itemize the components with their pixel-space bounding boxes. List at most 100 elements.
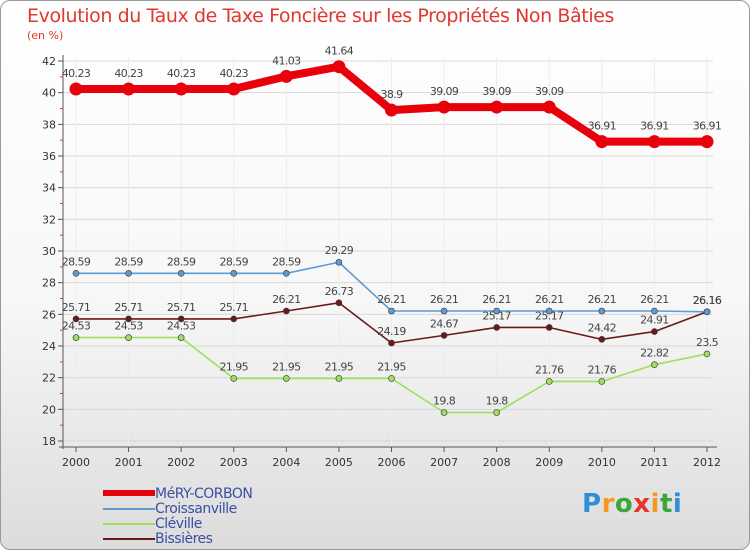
y-tick-label: 22	[42, 372, 56, 385]
data-label: 24.67	[430, 317, 459, 330]
data-point	[177, 334, 185, 341]
data-label: 19.8	[486, 395, 509, 408]
data-point	[177, 270, 185, 277]
data-label: 28.59	[114, 255, 143, 268]
data-point	[651, 328, 658, 335]
x-tick-label: 2007	[430, 456, 458, 469]
data-point	[440, 307, 448, 315]
data-label: 28.59	[167, 255, 196, 268]
data-point	[700, 135, 714, 149]
data-label: 21.76	[588, 363, 617, 376]
legend-swatch	[103, 538, 155, 540]
legend-label: MéRY-CORBON	[155, 486, 253, 502]
data-point	[595, 135, 609, 149]
data-point	[703, 350, 711, 358]
data-label: 24.42	[588, 321, 617, 334]
x-tick-label: 2010	[588, 456, 616, 469]
y-tick-label: 40	[42, 87, 56, 100]
data-label: 26.21	[430, 293, 459, 306]
data-label: 26.16	[693, 294, 722, 307]
data-point	[437, 100, 451, 114]
data-point	[542, 100, 556, 114]
data-point	[122, 82, 136, 96]
data-point	[388, 339, 395, 347]
y-tick-label: 20	[42, 403, 56, 416]
data-point	[332, 60, 346, 74]
data-point	[335, 258, 343, 266]
chart-title: Evolution du Taux de Taxe Foncière sur l…	[27, 5, 615, 27]
y-tick-label: 32	[42, 213, 56, 226]
legend-swatch	[103, 523, 155, 525]
legend-swatch	[103, 508, 155, 510]
data-label: 28.59	[220, 255, 249, 268]
data-label: 40.23	[220, 67, 249, 80]
data-label: 21.95	[272, 360, 301, 373]
data-point	[493, 324, 500, 331]
logo-letter: x	[633, 489, 651, 519]
data-point	[703, 308, 711, 316]
data-point	[598, 336, 606, 343]
data-label: 24.53	[62, 320, 91, 333]
data-label: 24.53	[167, 320, 196, 333]
data-point	[651, 307, 658, 315]
x-tick-label: 2008	[483, 456, 511, 469]
data-label: 40.23	[62, 67, 91, 80]
legend-label: Bissières	[155, 531, 213, 547]
data-label: 25.71	[62, 301, 91, 314]
data-point	[598, 378, 606, 385]
logo-letter: i	[650, 489, 660, 519]
logo-letter: t	[659, 489, 673, 519]
data-point	[125, 315, 132, 323]
data-point	[335, 299, 343, 307]
y-tick-label: 36	[42, 150, 56, 163]
data-label: 22.82	[640, 347, 669, 360]
data-label: 40.23	[114, 67, 143, 80]
data-label: 28.59	[62, 255, 91, 268]
x-tick-label: 2005	[325, 456, 353, 469]
y-tick-label: 34	[42, 182, 56, 195]
x-tick-label: 2003	[220, 456, 248, 469]
x-tick-label: 2009	[535, 456, 563, 469]
data-label: 24.53	[114, 320, 143, 333]
data-label: 41.03	[272, 54, 301, 67]
y-tick-label: 26	[42, 308, 56, 321]
logo-letter: i	[672, 489, 683, 519]
data-label: 21.95	[377, 360, 406, 373]
y-tick-label: 38	[42, 118, 56, 131]
proxiti-logo: Proxiti	[582, 489, 682, 519]
data-label: 39.09	[430, 85, 459, 98]
data-label: 26.73	[325, 285, 354, 298]
data-label: 39.09	[482, 85, 511, 98]
legend-label: Cléville	[155, 516, 202, 532]
data-label: 25.71	[114, 301, 143, 314]
data-label: 21.76	[535, 363, 564, 376]
data-point	[545, 378, 553, 385]
data-label: 36.91	[640, 120, 669, 133]
x-tick-label: 2001	[115, 456, 143, 469]
data-label: 39.09	[535, 85, 564, 98]
data-point	[72, 334, 80, 341]
data-point	[440, 409, 448, 416]
data-point	[177, 315, 185, 323]
data-point	[335, 375, 343, 382]
data-label: 25.17	[535, 309, 564, 322]
data-label: 21.95	[220, 360, 249, 373]
data-point	[283, 307, 290, 315]
x-tick-label: 2011	[640, 456, 668, 469]
data-label: 24.19	[377, 325, 406, 338]
data-point	[174, 82, 188, 96]
data-point	[279, 69, 293, 83]
data-point	[125, 334, 132, 341]
data-label: 26.21	[640, 293, 669, 306]
data-label: 25.17	[482, 309, 511, 322]
data-point	[493, 307, 500, 315]
data-label: 26.21	[377, 293, 406, 306]
data-point	[69, 82, 83, 96]
y-tick-label: 42	[42, 55, 56, 68]
data-point	[227, 82, 241, 96]
logo-letter: o	[614, 489, 634, 519]
data-point	[72, 315, 80, 323]
legend-swatch	[103, 490, 155, 496]
